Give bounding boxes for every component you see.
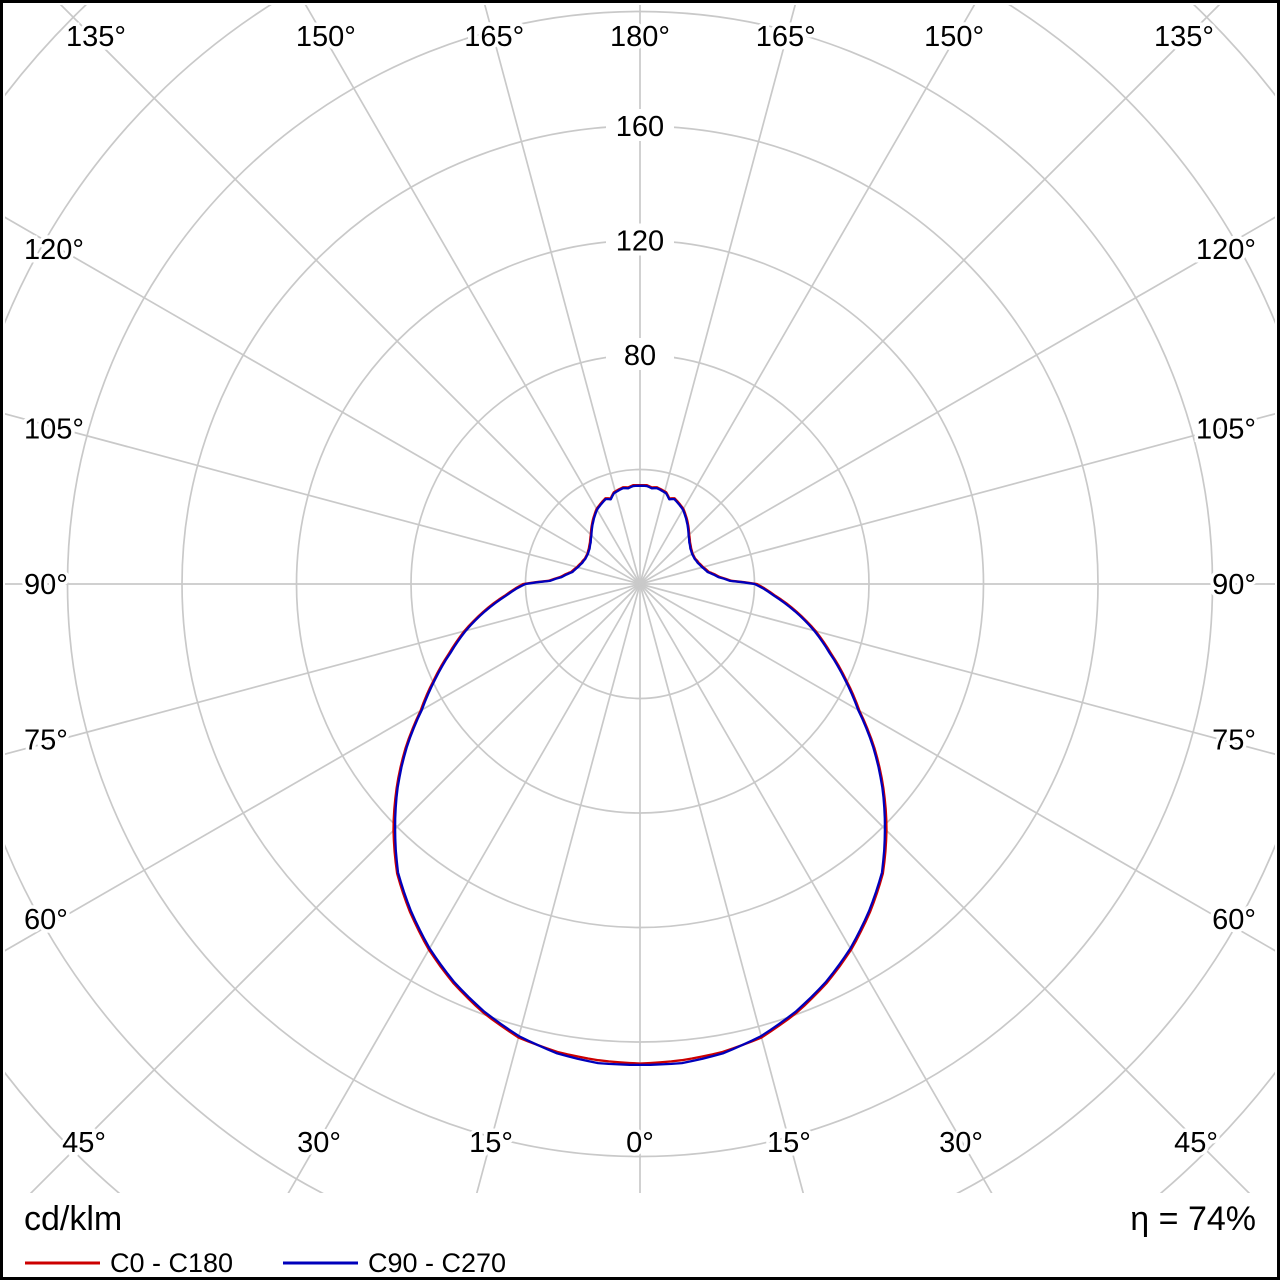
angle-label: 165° [756,21,816,53]
grid-ray [639,583,993,1193]
grid-ray [5,583,641,952]
efficiency-label: η = 74% [1130,1200,1256,1238]
angle-label: 15° [469,1127,513,1159]
angle-label: 150° [924,21,984,53]
angle-label: 60° [1212,904,1256,936]
grid-ray [59,5,641,585]
angle-label: 90° [24,569,68,601]
angle-label: 15° [767,1127,811,1159]
grid-ray [639,5,1221,585]
ring-label-mask [606,223,674,256]
angle-label: 135° [66,21,126,53]
grid-ring [66,10,1214,1158]
unit-label: cd/klm [24,1200,122,1238]
angle-label: 105° [1196,414,1256,446]
grid-ray [5,412,641,585]
angle-label: 60° [24,904,68,936]
grid-ray [287,583,641,1193]
intensity-curve-c90-c270 [393,484,887,1067]
grid-ray [639,583,1275,756]
angle-label: 120° [1196,234,1256,266]
grid-ray [639,583,1275,952]
ring-value-label: 120 [616,226,664,258]
grid-ray [639,5,797,585]
angle-label: 0° [626,1127,654,1159]
axis-labels: 80 120 160 0° 15° 15° 30° 30° 45° 45° 60° 60° 75° 75°… [21,18,1260,1163]
ring-label-mask [606,109,674,141]
grid-ray [304,5,641,585]
angle-label: 75° [1212,724,1256,756]
grid-ray [483,5,641,585]
angle-label: 45° [1174,1127,1218,1159]
ring-value-label: 80 [624,340,656,372]
angle-label: 165° [464,21,524,53]
grid-ray [639,583,1251,1193]
angle-label: 30° [297,1127,341,1159]
angle-label: 30° [939,1127,983,1159]
angle-label: 90° [1212,569,1256,601]
angle-label: 45° [62,1127,106,1159]
angle-label: 180° [610,21,670,53]
ring-value-label: 160 [616,111,664,143]
angle-label: 150° [296,21,356,53]
angle-label: 135° [1154,21,1214,53]
angle-label: 75° [24,724,68,756]
grid-ray [5,216,641,585]
grid-ray [639,583,805,1193]
grid-ray [5,583,641,756]
grid-ray [639,216,1275,585]
grid-ray [475,583,641,1193]
angle-label: 120° [24,234,84,266]
grid-ray [639,5,976,585]
intensity-curves [392,484,888,1067]
legend-label-c0-c180: C0 - C180 [110,1248,233,1278]
grid-ray [639,412,1275,585]
angle-label: 105° [24,414,84,446]
grid-ray [29,583,641,1193]
legend-label-c90-c270: C90 - C270 [368,1248,506,1278]
ring-label-mask [606,338,674,370]
